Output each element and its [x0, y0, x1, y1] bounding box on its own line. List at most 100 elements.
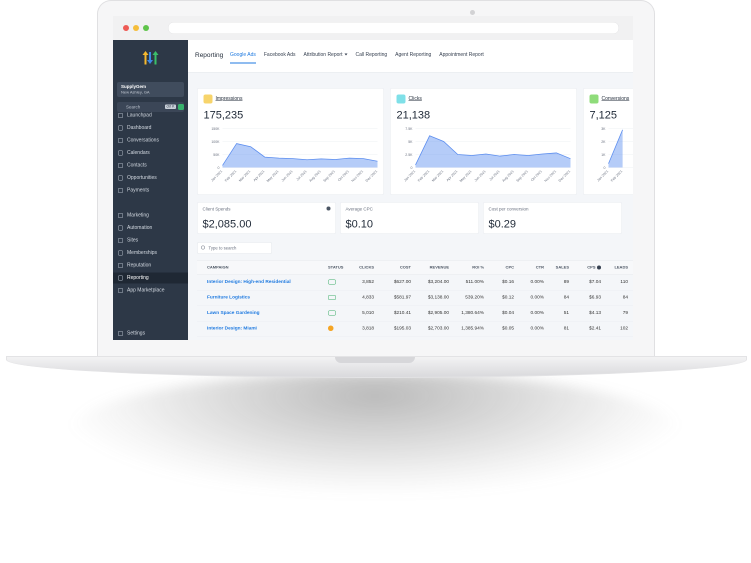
account-switcher[interactable]: SupplyGem New Ashley, GA — [117, 82, 184, 97]
stat-value: $2,085.00 — [202, 217, 252, 231]
nav-label: Dashboard — [127, 125, 152, 131]
column-header: SALES — [509, 265, 569, 270]
tabs: Google Ads Facebook Ads Attribution Report… — [230, 52, 484, 64]
y-tick-label: 150K — [211, 127, 220, 131]
settings-icon[interactable] — [326, 206, 331, 211]
stat-label: Cost per conversion — [488, 206, 529, 212]
tab-label: Google Ads — [230, 52, 256, 58]
screen: SupplyGem New Ashley, GA Search ctrl K S… — [113, 16, 633, 340]
table-cell: 511.00% — [465, 279, 484, 285]
nav-icon — [118, 163, 123, 168]
table-cell: $3,204.00 — [427, 279, 449, 285]
chart: 0 1K 2K 3K Jan 2021 Feb 2021 — [596, 127, 633, 183]
quick-add[interactable] — [178, 104, 184, 110]
stat-value: $0.29 — [488, 217, 517, 231]
column-label: COST — [399, 265, 411, 270]
tab-label: Appointment Report — [439, 52, 484, 58]
card-title[interactable]: Conversions — [601, 96, 630, 102]
nav-label: App Marketplace — [127, 287, 165, 294]
nav-item[interactable]: App Marketplace — [113, 285, 188, 296]
chart-card: Clicks 21,138 0 2.5K 5K 7.5K Jan 2021 Feb 2021 M… — [390, 88, 577, 195]
sidebar-search[interactable]: Search ctrl K — [117, 102, 184, 112]
maximize-dot[interactable] — [143, 25, 149, 31]
campaign-link[interactable]: Interior Design: High-end Residential — [207, 279, 291, 285]
x-tick-label: Jan 2021 — [403, 169, 416, 182]
nav-item[interactable]: Settings — [113, 328, 188, 339]
nav-item[interactable]: Calendars — [113, 148, 188, 159]
column-header: CAMPAIGN — [207, 265, 228, 270]
column-label: SALES — [555, 265, 569, 270]
card-title[interactable]: Impressions — [215, 96, 243, 102]
table-cell: $0.04 — [502, 310, 514, 316]
card-icon — [589, 94, 599, 104]
tab[interactable]: Attribution Report — [304, 52, 348, 64]
x-tick-label: Nov 2021 — [544, 169, 557, 182]
nav-label: Payments — [127, 187, 150, 194]
card-title[interactable]: Clicks — [408, 96, 422, 102]
page-title: Reporting — [195, 51, 224, 59]
nav-item[interactable]: Contacts — [113, 160, 188, 171]
search-label: Search — [126, 104, 141, 110]
column-label: ROI % — [472, 265, 484, 270]
campaign-link[interactable]: Interior Design: Miami — [207, 325, 257, 332]
tab-label: Agent Reporting — [395, 52, 432, 58]
status-active — [328, 310, 336, 316]
nav-label: Conversations — [127, 137, 159, 144]
x-tick-label: Apr 2021 — [253, 169, 266, 182]
nav-item[interactable]: Conversations — [113, 135, 188, 146]
tab[interactable]: Google Ads — [230, 52, 256, 64]
nav-item[interactable]: Reputation — [113, 260, 188, 271]
table-cell: 79 — [622, 310, 628, 316]
column-header: LEADS — [568, 265, 628, 270]
campaign-link[interactable]: Furniture Logistics — [207, 294, 251, 301]
table-cell: 539.20% — [465, 294, 484, 301]
nav-item[interactable]: Opportunities — [113, 173, 188, 184]
nav-item[interactable]: Sites — [113, 235, 188, 246]
table-cell: $210.41 — [393, 310, 411, 316]
search-placeholder: Type to search — [208, 245, 237, 251]
x-tick-label: Jan 2021 — [596, 169, 609, 182]
shortcut: ctrl K — [165, 104, 176, 109]
nav-item[interactable]: Payments — [113, 185, 188, 196]
x-tick-label: Aug 2021 — [501, 169, 514, 182]
nav-label: Settings — [127, 330, 146, 337]
column-label: STATUS — [328, 265, 344, 270]
x-tick-label: Jun 2021 — [281, 169, 294, 182]
tab[interactable]: Call Reporting — [355, 52, 387, 64]
column-header: CLICKS — [314, 265, 374, 270]
nav-label: Reputation — [127, 262, 152, 269]
nav-item[interactable]: Reporting — [113, 272, 188, 284]
laptop-notch — [335, 357, 415, 363]
main-content: Reporting Google Ads Facebook Ads Attribut… — [188, 40, 633, 340]
nav-label: Reporting — [127, 275, 149, 281]
campaign-link[interactable]: Lawn Space Gardening — [207, 310, 260, 316]
nav-icon — [118, 250, 123, 256]
tab[interactable]: Facebook Ads — [264, 52, 296, 64]
nav-item[interactable]: Marketing — [113, 210, 188, 221]
table-cell: $2.41 — [589, 325, 601, 332]
minimize-dot[interactable] — [133, 25, 139, 31]
table-cell: 110 — [620, 279, 628, 285]
address-bar[interactable] — [168, 22, 619, 34]
table-cell: $0.05 — [502, 325, 514, 332]
table-cell: 0.00% — [530, 279, 544, 285]
row-divider — [197, 290, 633, 291]
tab[interactable]: Appointment Report — [439, 52, 483, 64]
nav-label: Launchpad — [127, 112, 152, 119]
x-tick-label: Oct 2021 — [337, 169, 350, 182]
x-tick-label: Nov 2021 — [351, 169, 364, 182]
area-fill — [608, 129, 623, 168]
nav-item[interactable]: Automation — [113, 223, 188, 234]
nav-icon — [118, 150, 123, 156]
nav-item[interactable]: Memberships — [113, 248, 188, 259]
row-divider — [197, 305, 633, 306]
account-location: New Ashley, GA — [121, 90, 150, 95]
nav-item[interactable]: Launchpad — [113, 110, 188, 121]
nav-item[interactable]: Dashboard — [113, 123, 188, 134]
table-search[interactable]: Type to search — [197, 242, 272, 254]
stat-card: Cost per conversion $0.29 — [483, 202, 622, 234]
area-line — [222, 143, 378, 166]
close-dot[interactable] — [123, 25, 129, 31]
tab[interactable]: Agent Reporting — [395, 52, 431, 64]
